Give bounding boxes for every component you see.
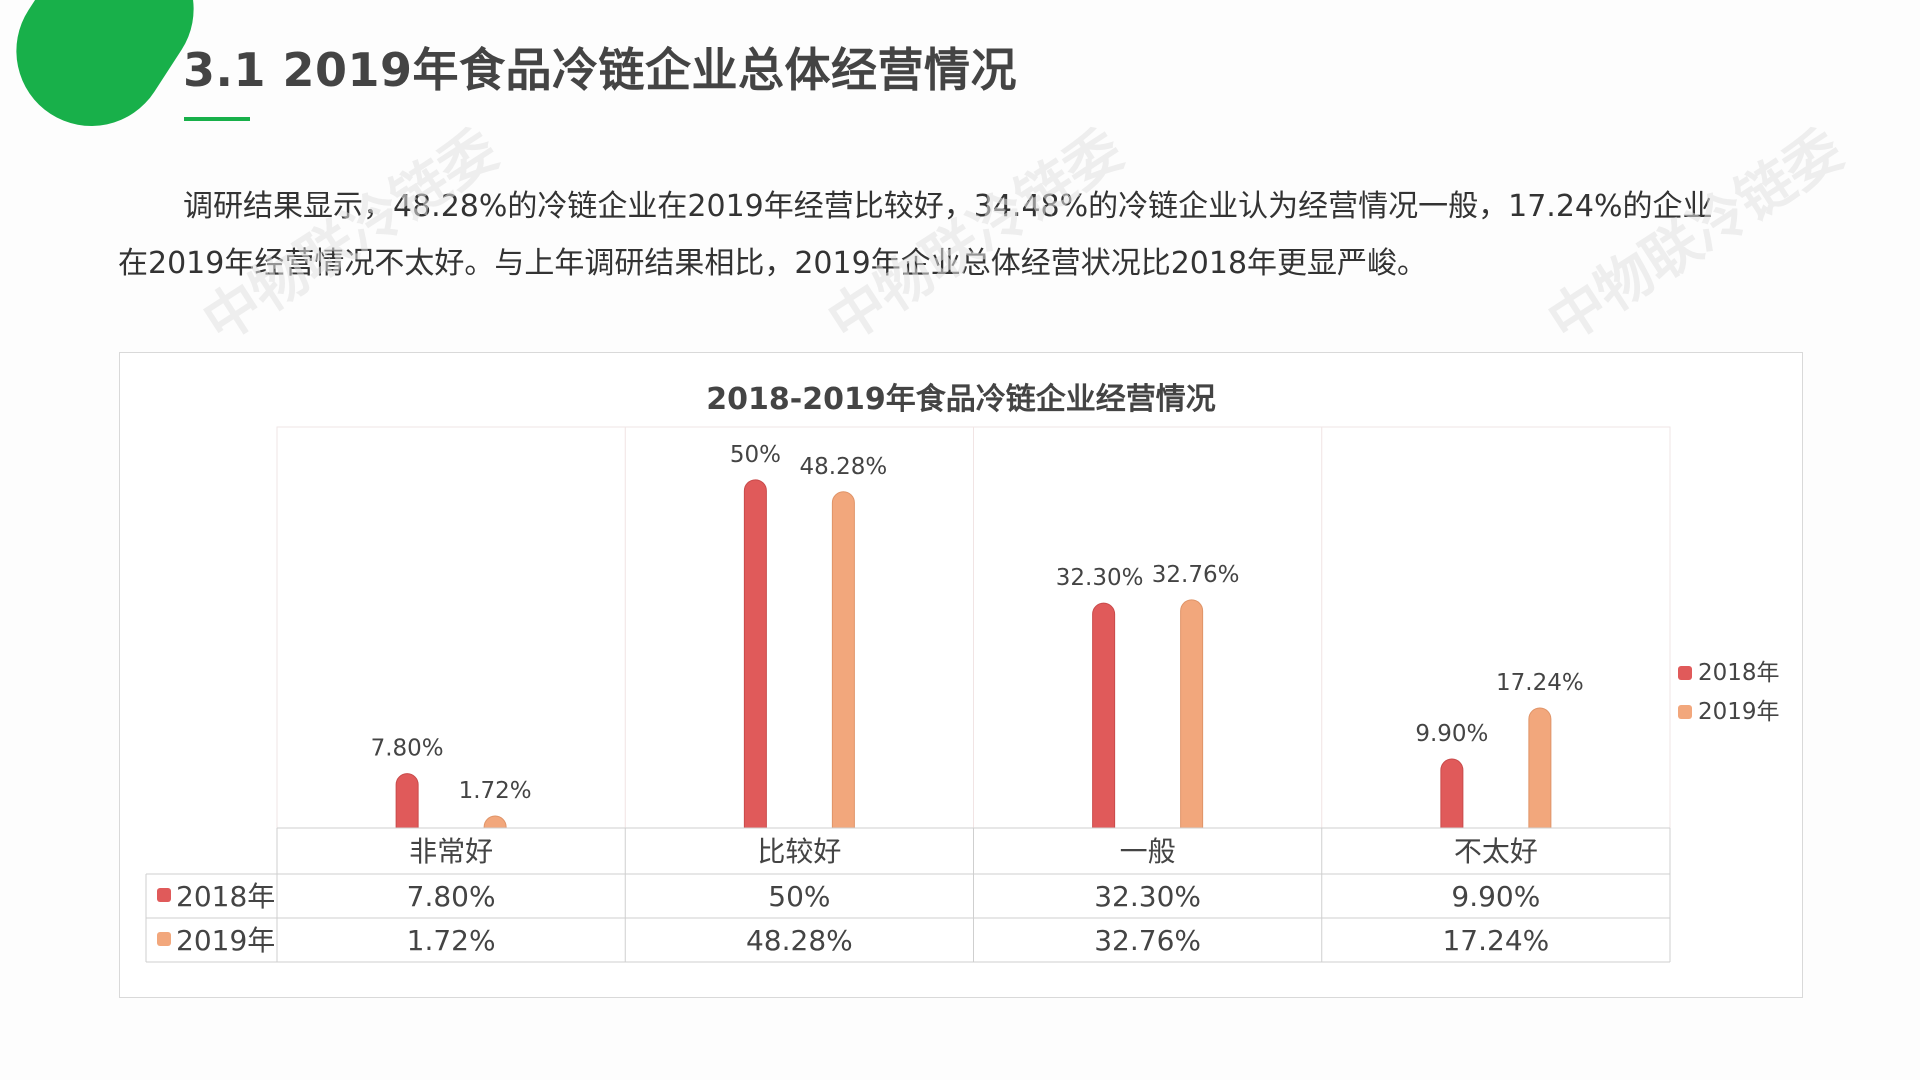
category-label: 非常好 — [409, 835, 493, 868]
category-label: 一般 — [1120, 835, 1176, 868]
category-label: 比较好 — [757, 835, 841, 868]
data-label: 9.90% — [1415, 721, 1488, 747]
page-title: 3.1 2019年食品冷链企业总体经营情况 — [183, 43, 1018, 97]
table-series-swatch — [157, 888, 171, 902]
bar-2018 — [395, 773, 419, 829]
legend-label: 2019年 — [1698, 699, 1780, 725]
data-label: 7.80% — [371, 736, 444, 762]
table-cell: 32.30% — [1094, 880, 1201, 913]
bar-2018 — [1092, 602, 1116, 829]
table-cell: 7.80% — [407, 880, 496, 913]
table-series-label: 2019年 — [176, 924, 275, 957]
table-cell: 1.72% — [407, 924, 496, 957]
legend-swatch — [1678, 666, 1692, 680]
table-cell: 50% — [768, 880, 830, 913]
intro-line-2: 在2019年经营情况不太好。与上年调研结果相比，2019年企业总体经营状况比20… — [118, 246, 1428, 281]
legend-swatch — [1678, 705, 1692, 719]
category-label: 不太好 — [1454, 835, 1538, 868]
bar-2019 — [1180, 599, 1204, 829]
bar-2019 — [831, 491, 855, 829]
data-label: 1.72% — [459, 778, 532, 804]
table-series-label: 2018年 — [176, 880, 275, 913]
data-label: 48.28% — [800, 454, 888, 480]
bar-2019 — [483, 815, 507, 829]
table-cell: 32.76% — [1094, 924, 1201, 957]
data-label: 50% — [730, 442, 781, 468]
table-series-swatch — [157, 932, 171, 946]
bar-2018 — [1440, 758, 1464, 829]
intro-line-1: 调研结果显示，48.28%的冷链企业在2019年经营比较好，34.48%的冷链企… — [183, 189, 1713, 224]
bar-2019 — [1528, 707, 1552, 829]
bar-chart: 2018-2019年食品冷链企业经营情况 7.80% 50% 32.30% 9.90% 1… — [145, 382, 1780, 963]
table-cell: 48.28% — [746, 924, 853, 957]
table-cell: 9.90% — [1451, 880, 1540, 913]
bar-2018 — [743, 479, 767, 829]
legend-label: 2018年 — [1698, 660, 1780, 686]
data-label: 32.30% — [1056, 565, 1144, 591]
chart-container: 2018-2019年食品冷链企业经营情况 7.80% 50% 32.30% 9.90% 1… — [119, 352, 1803, 998]
title-underline — [184, 117, 250, 121]
data-label: 32.76% — [1152, 562, 1240, 588]
table-cell: 17.24% — [1442, 924, 1549, 957]
chart-title: 2018-2019年食品冷链企业经营情况 — [706, 382, 1215, 417]
intro-paragraph: 调研结果显示，48.28%的冷链企业在2019年经营比较好，34.48%的冷链企… — [118, 178, 1784, 292]
data-label: 17.24% — [1496, 670, 1584, 696]
